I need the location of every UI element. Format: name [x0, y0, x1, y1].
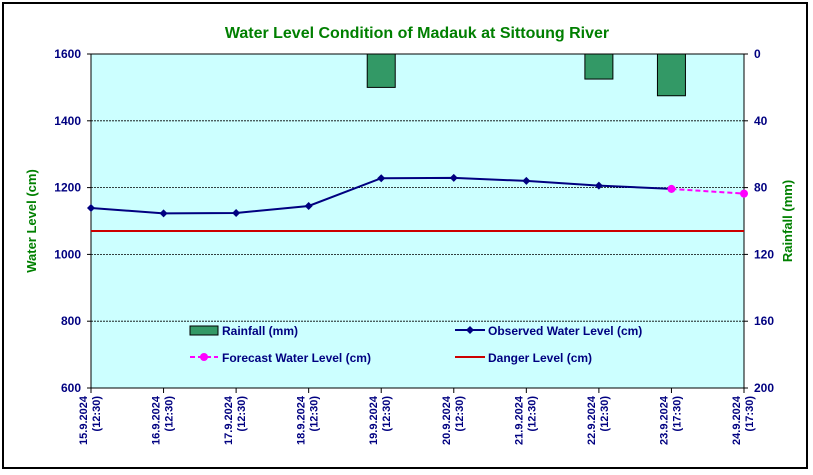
observed-point: [377, 174, 386, 183]
observed-point: [522, 176, 531, 185]
forecast-point: [740, 189, 748, 198]
y-tick-label: 1000: [54, 247, 81, 261]
legend-forecast-marker: [200, 353, 208, 361]
x-tick-label: 20.9.2024(12:30): [441, 395, 466, 445]
rainfall-bar: [584, 53, 614, 80]
legend-observed-label: Observed Water Level (cm): [488, 324, 642, 338]
y-tick-label: 1600: [54, 47, 81, 61]
observed-point: [159, 209, 168, 218]
y2-tick-label: 40: [754, 114, 768, 128]
y-tick-label: 800: [61, 314, 81, 328]
observed-point: [594, 181, 603, 190]
x-tick-label: 15.9.2024(12:30): [78, 395, 103, 445]
x-tick-label: 18.9.2024(12:30): [296, 395, 321, 445]
x-tick-label: 24.9.2024(17:30): [731, 395, 756, 445]
y2-tick-label: 0: [754, 47, 761, 61]
forecast-point: [667, 184, 676, 193]
legend-forecast-label: Forecast Water Level (cm): [222, 351, 371, 365]
observed-point: [232, 208, 241, 217]
y2-tick-label: 80: [754, 181, 768, 195]
legend-rainfall-label: Rainfall (mm): [222, 324, 298, 338]
y2-axis-title: Rainfall (mm): [780, 180, 795, 262]
forecast-series-line: [671, 187, 745, 195]
x-tick-label: 16.9.2024(12:30): [151, 395, 176, 445]
legend-danger-label: Danger Level (cm): [488, 351, 592, 365]
plot-area: [90, 53, 745, 389]
observed-point: [87, 203, 95, 212]
x-tick-label: 23.9.2024(17:30): [658, 395, 683, 445]
y2-tick-label: 160: [754, 314, 774, 328]
legend-observed-marker: [466, 326, 474, 334]
x-tick-label: 19.9.2024(12:30): [368, 395, 393, 445]
y2-tick-label: 120: [754, 247, 774, 261]
chart-title: Water Level Condition of Madauk at Sitto…: [225, 25, 609, 42]
y-tick-label: 600: [61, 381, 81, 395]
rainfall-bar: [366, 53, 396, 88]
observed-point: [304, 201, 313, 210]
x-tick-label: 21.9.2024(12:30): [513, 395, 538, 445]
observed-point: [449, 173, 458, 182]
y-tick-label: 1200: [54, 181, 81, 195]
rainfall-bar: [656, 53, 686, 97]
y-axis-title: Water Level (cm): [24, 169, 39, 273]
x-tick-label: 22.9.2024(12:30): [586, 395, 611, 445]
x-tick-label: 17.9.2024(12:30): [223, 395, 248, 445]
y2-tick-label: 200: [754, 381, 774, 395]
y-tick-label: 1400: [54, 114, 81, 128]
legend-rainfall-swatch: [189, 325, 219, 336]
